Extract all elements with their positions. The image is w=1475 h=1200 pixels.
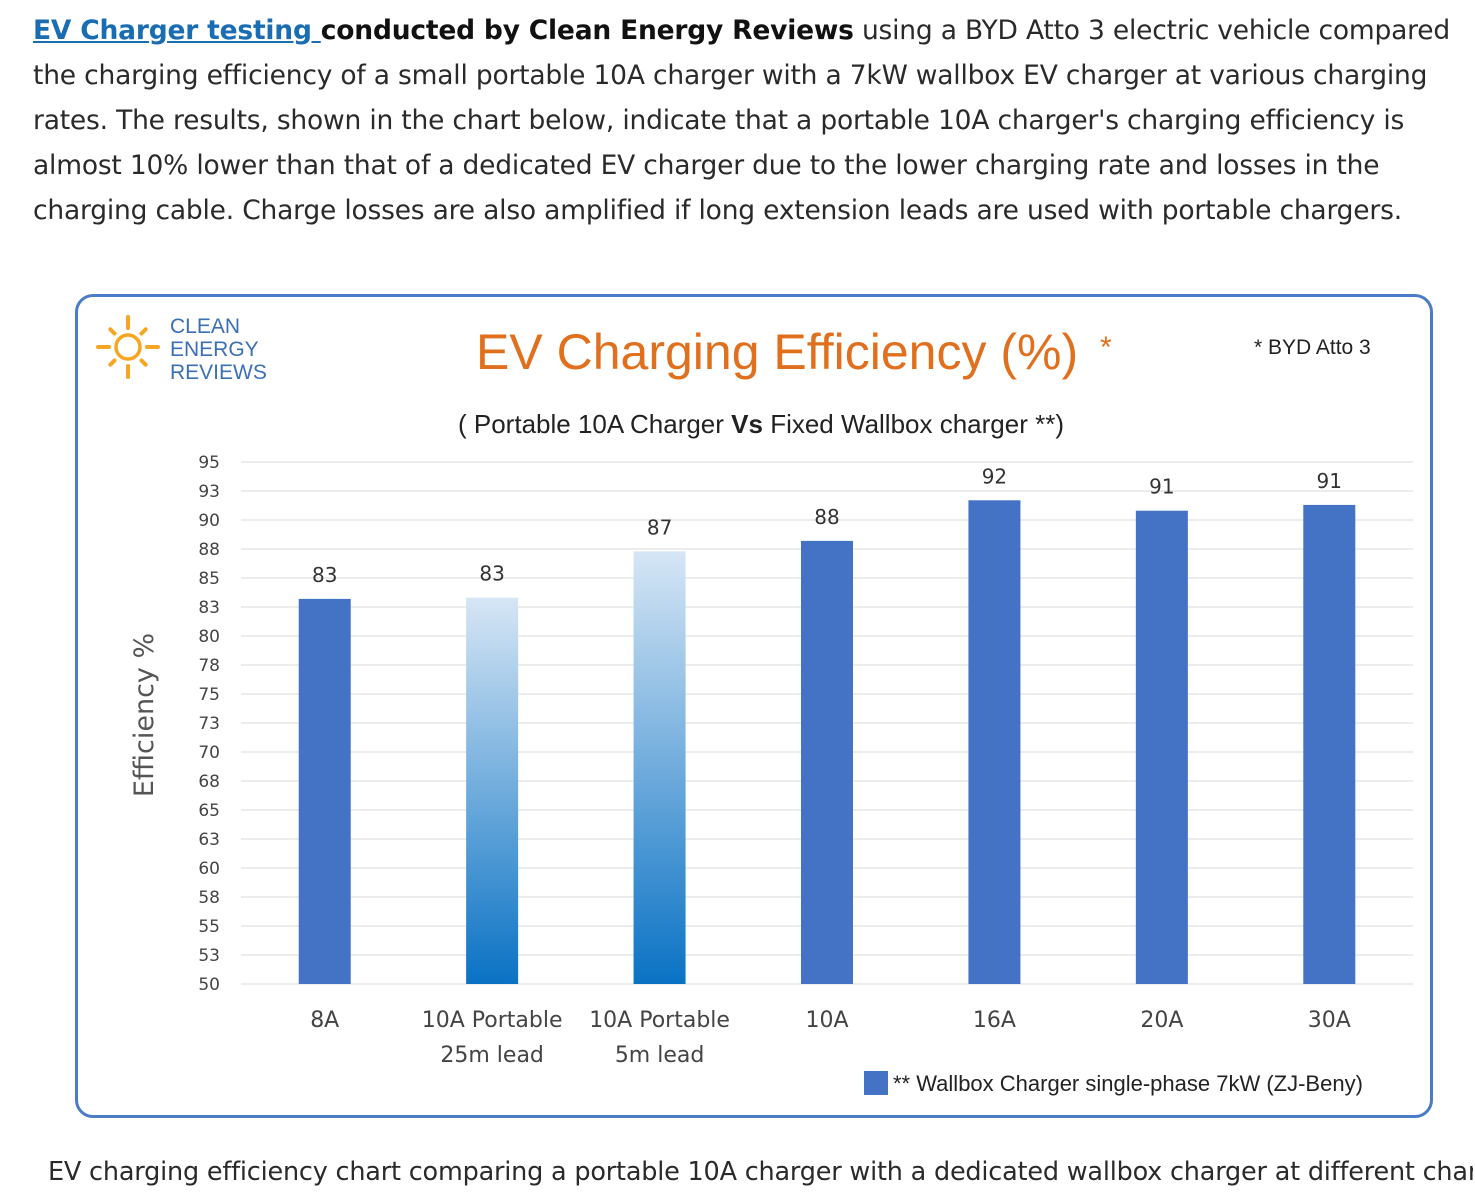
clean-energy-reviews-logo: CLEAN ENERGY REVIEWS: [96, 315, 267, 384]
y-tick-label: 73: [198, 714, 220, 734]
sun-core: [114, 333, 142, 361]
category-label: 20A: [1140, 1008, 1183, 1033]
y-tick-label: 78: [198, 656, 220, 676]
y-tick-label: 83: [198, 598, 220, 618]
subtitle-part-1: ( Portable 10A Charger: [458, 409, 731, 439]
y-tick-label: 88: [198, 540, 220, 560]
subtitle-part-2: Fixed Wallbox charger **): [763, 409, 1064, 439]
sun-icon: [96, 315, 160, 379]
intro-bold-text: conducted by Clean Energy Reviews: [320, 15, 854, 46]
y-tick-label: 50: [198, 975, 220, 995]
value-label: 83: [479, 562, 504, 586]
y-axis-label: Efficiency %: [129, 633, 160, 797]
y-tick-label: 90: [198, 511, 220, 531]
bar-10a-portable-5m-lead: [633, 551, 686, 984]
bar-30a: [1303, 504, 1356, 984]
value-labels: 83 83 87 88 92 91 91: [312, 464, 1342, 587]
sun-ray: [139, 358, 148, 367]
category-label: 16A: [973, 1008, 1016, 1033]
sun-ray: [108, 327, 117, 336]
logo-line-clean: CLEAN: [170, 315, 240, 338]
legend: ** Wallbox Charger single-phase 7kW (ZJ-…: [864, 1071, 1363, 1096]
value-label: 87: [647, 515, 672, 539]
efficiency-chart: CLEAN ENERGY REVIEWS EV Charging Efficie…: [96, 315, 1413, 1096]
value-label: 88: [814, 505, 839, 529]
y-ticks: 95 93 90 88 85 83 80 78 75 73 70 68 65 63 60 58 55 53 50: [198, 453, 220, 995]
category-label-line2: 25m lead: [440, 1043, 544, 1068]
chart-note: * BYD Atto 3: [1254, 336, 1371, 359]
y-tick-label: 60: [198, 859, 220, 879]
y-tick-label: 65: [198, 801, 220, 821]
legend-label: ** Wallbox Charger single-phase 7kW (ZJ-…: [893, 1071, 1363, 1096]
bar-10a: [801, 540, 853, 984]
value-label: 83: [312, 563, 337, 587]
category-label: 10A: [805, 1008, 848, 1033]
y-tick-label: 53: [198, 946, 220, 966]
chart-frame: CLEAN ENERGY REVIEWS EV Charging Efficie…: [75, 294, 1433, 1118]
y-tick-label: 85: [198, 569, 220, 589]
y-tick-label: 75: [198, 685, 220, 705]
y-tick-label: 55: [198, 917, 220, 937]
bar-8a: [298, 598, 351, 984]
bars: [298, 500, 1356, 984]
chart-caption: EV charging efficiency chart comparing a…: [48, 1157, 1473, 1187]
bar-10a-portable-25m-lead: [466, 597, 519, 984]
category-label: 10A Portable: [589, 1008, 730, 1033]
y-tick-label: 80: [198, 627, 220, 647]
sun-ray: [108, 358, 117, 367]
value-label: 91: [1149, 475, 1174, 499]
value-label: 91: [1317, 469, 1342, 493]
logo-line-energy: ENERGY: [170, 338, 259, 361]
ev-charger-testing-link[interactable]: EV Charger testing: [33, 15, 321, 46]
bar-16a: [968, 500, 1021, 984]
chart-title: EV Charging Efficiency (%): [476, 324, 1078, 380]
category-label-line2: 5m lead: [615, 1043, 705, 1068]
y-tick-label: 95: [198, 453, 220, 473]
chart-subtitle: ( Portable 10A Charger Vs Fixed Wallbox …: [458, 409, 1064, 439]
y-tick-label: 70: [198, 743, 220, 763]
intro-paragraph: EV Charger testing conducted by Clean En…: [33, 8, 1463, 233]
value-label: 92: [982, 464, 1007, 488]
y-tick-label: 58: [198, 888, 220, 908]
legend-swatch: [864, 1071, 888, 1095]
bar-20a: [1135, 510, 1188, 984]
y-tick-label: 93: [198, 482, 220, 502]
category-labels: 8A 10A Portable 25m lead 10A Portable 5m lea…: [310, 1008, 1351, 1068]
chart-title-mark: *: [1100, 331, 1112, 364]
sun-ray: [139, 327, 148, 336]
logo-line-reviews: REVIEWS: [170, 361, 267, 384]
category-label: 30A: [1308, 1008, 1351, 1033]
category-label: 10A Portable: [422, 1008, 563, 1033]
category-label: 8A: [310, 1008, 339, 1033]
subtitle-vs: Vs: [731, 409, 763, 439]
y-tick-label: 63: [198, 830, 220, 850]
y-tick-label: 68: [198, 772, 220, 792]
intro-body-text: using a BYD Atto 3 electric vehicle comp…: [33, 15, 1451, 226]
